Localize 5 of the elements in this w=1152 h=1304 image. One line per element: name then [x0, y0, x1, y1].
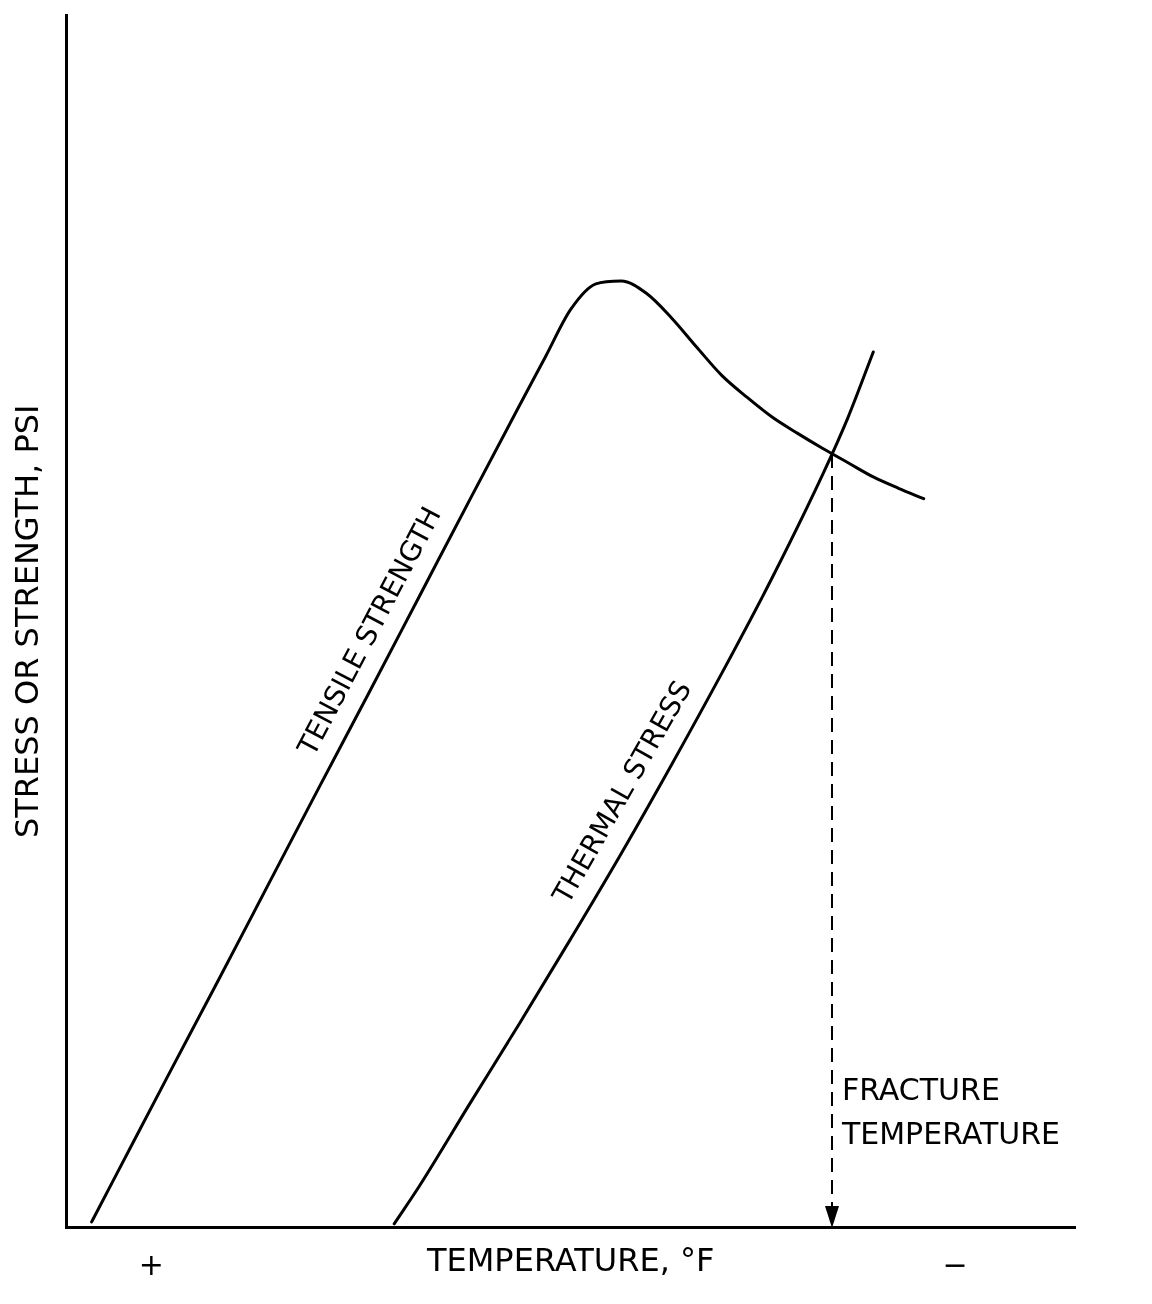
- y-axis-title: STRESS OR STRENGTH, PSI: [7, 404, 46, 839]
- text: −: [942, 1247, 968, 1283]
- annotation: FRACTURE TEMPERATURE: [840, 1072, 1061, 1152]
- text: +: [138, 1247, 164, 1283]
- x-axis-title: TEMPERATURE, °F: [426, 1241, 715, 1280]
